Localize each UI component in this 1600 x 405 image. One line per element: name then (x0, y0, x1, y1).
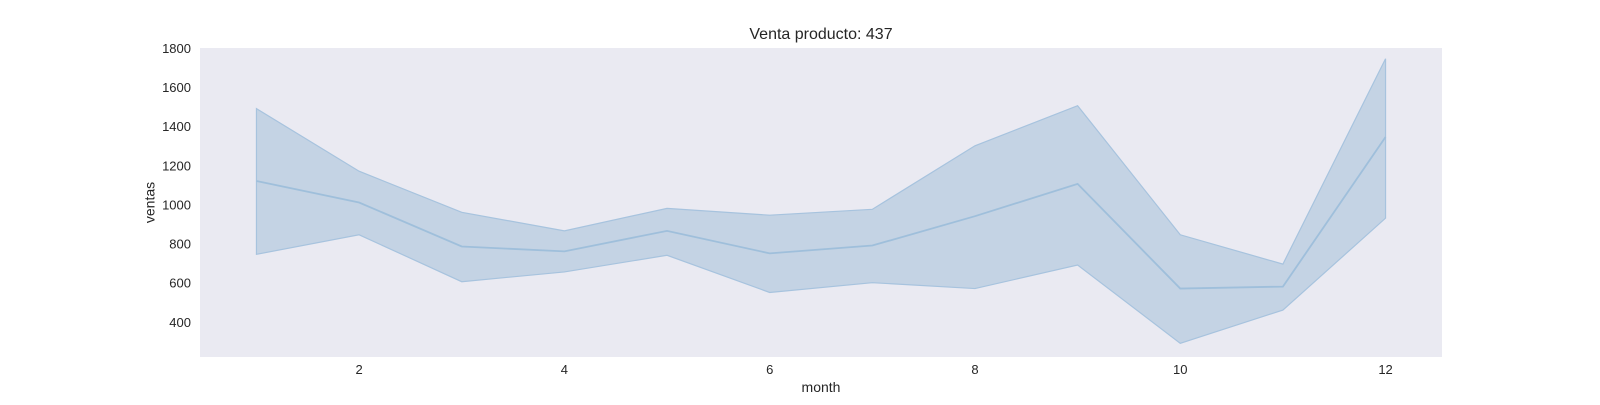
confidence-band (255, 58, 1387, 344)
y-tick-label: 600 (169, 276, 191, 291)
x-tick-label: 12 (1378, 362, 1392, 377)
series-line-layer (256, 136, 1387, 290)
y-tick-label: 1000 (162, 197, 191, 212)
y-axis-ticks: 400 600 800 1000 1200 1400 1600 1800 (162, 41, 191, 330)
y-tick-label: 400 (169, 315, 191, 330)
y-tick-label: 1200 (162, 158, 191, 173)
confidence-band-layer (255, 58, 1387, 344)
y-tick-label: 1800 (162, 41, 191, 56)
x-tick-label: 8 (971, 362, 978, 377)
y-tick-label: 1400 (162, 119, 191, 134)
y-tick-label: 800 (169, 237, 191, 252)
x-axis-ticks: 2 4 6 8 10 12 (355, 362, 1392, 377)
x-tick-label: 10 (1173, 362, 1187, 377)
x-axis-label: month (802, 379, 841, 395)
chart-title: Venta producto: 437 (749, 26, 892, 43)
y-axis-label: ventas (142, 182, 158, 223)
x-tick-label: 6 (766, 362, 773, 377)
series-line (256, 136, 1387, 290)
y-tick-label: 1600 (162, 80, 191, 95)
x-tick-label: 4 (561, 362, 568, 377)
x-tick-label: 2 (355, 362, 362, 377)
